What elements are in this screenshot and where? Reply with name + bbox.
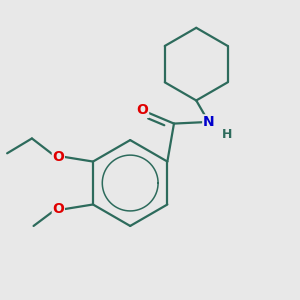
Text: O: O [137, 103, 148, 117]
Text: O: O [52, 150, 64, 164]
Text: N: N [203, 115, 214, 129]
Text: O: O [52, 202, 64, 216]
Text: H: H [222, 128, 232, 141]
